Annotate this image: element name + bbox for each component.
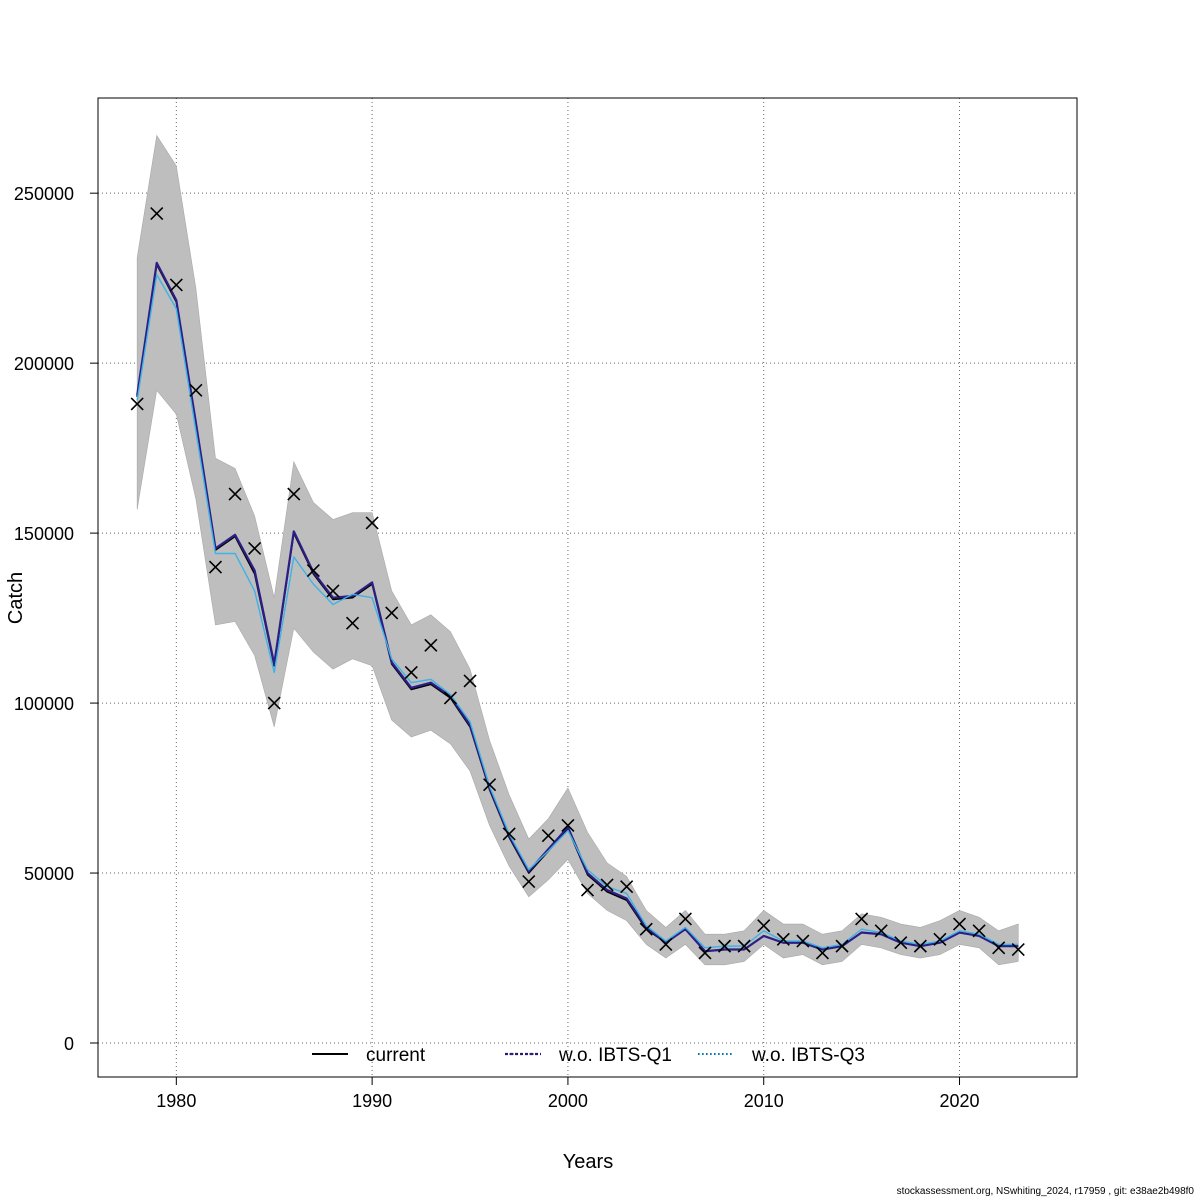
observed-point-2005 [659, 937, 673, 951]
plot-frame [97, 97, 1078, 1078]
observed-point-1989 [345, 616, 360, 630]
observed-point-2013 [815, 946, 830, 960]
y-tick-label-50000: 50000 [24, 864, 74, 884]
observed-point-1986 [287, 487, 301, 501]
observed-point-1981 [189, 383, 203, 397]
observed-point-1983 [228, 487, 242, 501]
observed-point-2016 [874, 924, 888, 938]
observed-point-1991 [385, 606, 399, 620]
observed-point-1980 [169, 278, 183, 292]
y-axis: 0 50000 100000 150000 200000 250000 [14, 184, 98, 1054]
observed-point-1987 [306, 563, 320, 578]
observed-point-1979 [150, 207, 164, 221]
observed-point-1978 [130, 397, 144, 411]
y-tick-label-250000: 250000 [14, 184, 74, 204]
observed-point-1998 [522, 874, 536, 889]
observed-point-2006 [678, 912, 692, 926]
x-tick-label-1980: 1980 [156, 1091, 196, 1111]
y-tick-label-0: 0 [64, 1034, 74, 1054]
observed-point-1996 [483, 778, 497, 792]
observed-point-2011 [776, 932, 790, 946]
observed-point-1985 [267, 696, 281, 710]
legend: current w.o. IBTS-Q1 w.o. IBTS-Q3 [312, 1045, 865, 1066]
observed-point-2007 [698, 946, 712, 960]
series-line-2 [136, 274, 1019, 949]
observed-point-2021 [972, 924, 986, 938]
observed-point-1994 [443, 691, 458, 705]
x-axis: 1980 1990 2000 2010 2020 [156, 1077, 980, 1111]
observed-point-2008 [717, 939, 732, 953]
observed-point-2010 [757, 919, 771, 933]
observed-point-2018 [913, 939, 927, 953]
y-tick-label-100000: 100000 [14, 694, 74, 714]
observed-point-2014 [835, 939, 849, 953]
observed-point-2002 [600, 878, 614, 892]
observed-point-2003 [620, 880, 634, 894]
observed-point-2000 [561, 818, 575, 833]
observed-point-1988 [326, 584, 340, 598]
x-tick-label-1990: 1990 [352, 1091, 392, 1111]
confidence-band [136, 134, 1019, 966]
observed-point-1990 [365, 516, 379, 530]
observed-point-2009 [737, 939, 751, 953]
observed-point-1984 [248, 541, 262, 555]
observed-point-2020 [952, 917, 967, 931]
y-tick-label-200000: 200000 [14, 354, 74, 374]
x-tick-label-2000: 2000 [548, 1091, 588, 1111]
observed-point-2012 [796, 934, 810, 948]
observed-point-2023 [1011, 942, 1025, 957]
y-axis-label: Catch [5, 572, 27, 624]
observed-point-2015 [855, 912, 869, 926]
observed-point-1993 [424, 638, 438, 652]
observed-point-1992 [404, 665, 418, 680]
observed-point-2022 [992, 941, 1006, 955]
legend-label-0: current [366, 1045, 426, 1066]
observed-point-1995 [463, 674, 477, 688]
x-axis-label: Years [563, 1151, 613, 1173]
observed-point-1982 [208, 560, 223, 574]
legend-label-1: w.o. IBTS-Q1 [558, 1045, 672, 1066]
observed-point-1999 [541, 829, 555, 843]
x-tick-label-2020: 2020 [939, 1091, 979, 1111]
observed-point-2001 [580, 883, 595, 897]
observed-points [130, 207, 1025, 960]
y-tick-label-150000: 150000 [14, 524, 74, 544]
observed-point-2004 [639, 922, 653, 936]
observed-point-1997 [502, 827, 516, 841]
observed-point-2019 [933, 932, 947, 946]
observed-point-2017 [894, 936, 908, 950]
legend-label-2: w.o. IBTS-Q3 [751, 1045, 865, 1066]
x-tick-label-2010: 2010 [744, 1091, 784, 1111]
series-lines [136, 261, 1019, 953]
footer-credit: stockassessment.org, NSwhiting_2024, r17… [896, 1186, 1194, 1197]
